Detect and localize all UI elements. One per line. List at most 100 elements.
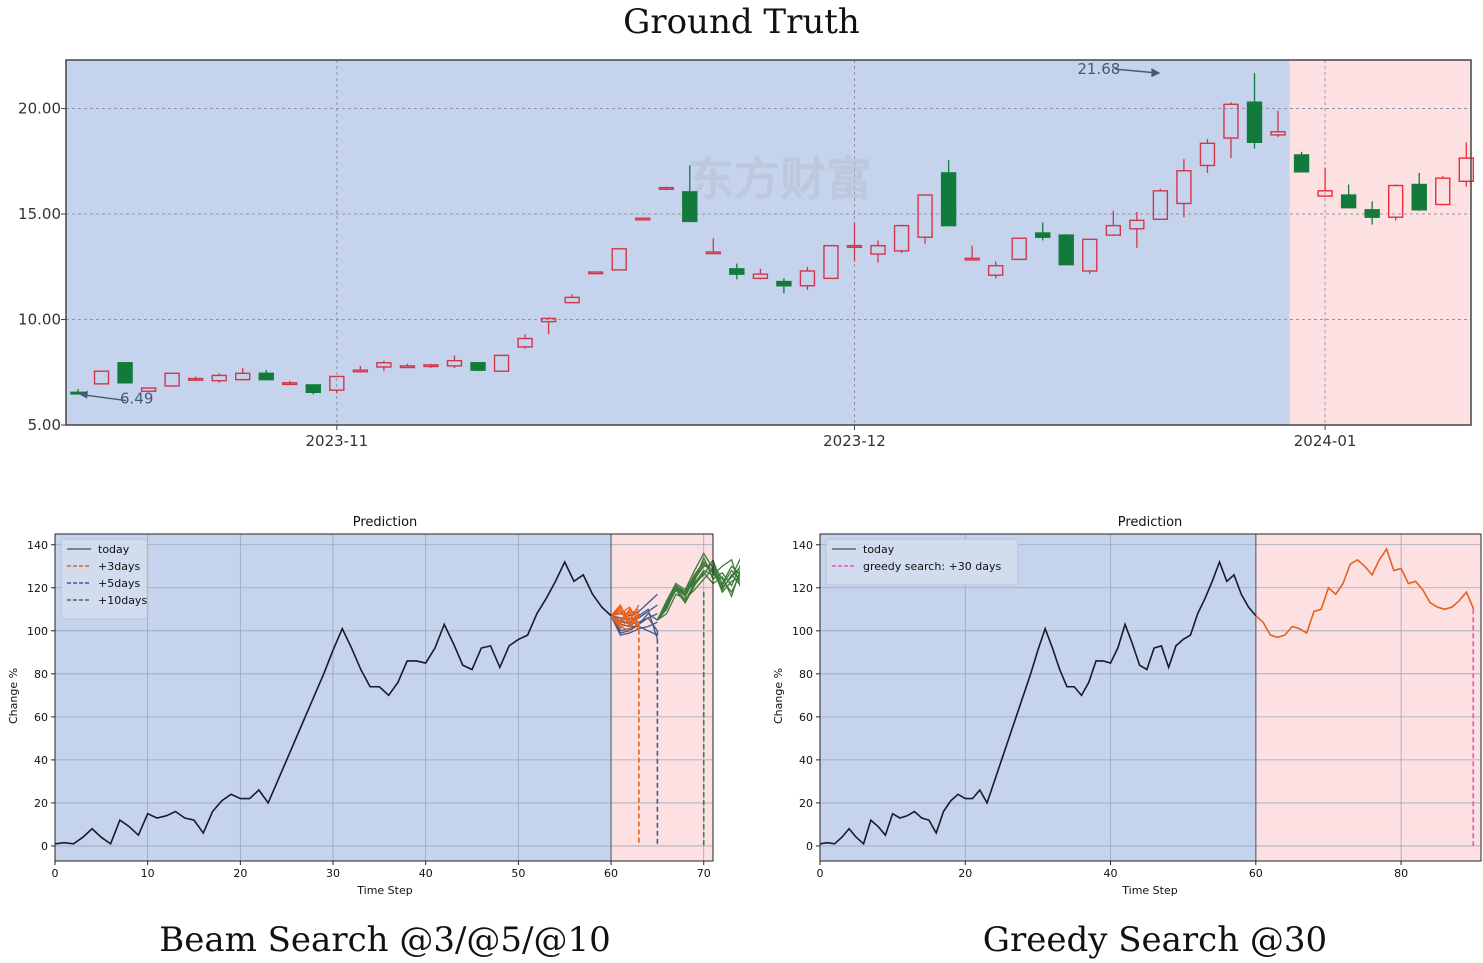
candle-body [446,359,463,367]
candle-body [917,194,933,238]
candle-up [376,360,392,372]
candle-down [470,362,486,372]
candle-body [235,372,251,381]
candle-up [1270,110,1286,138]
bl-ylabel: Change % [7,668,20,724]
future-region [1255,534,1481,861]
xtick-label: 60 [604,867,618,880]
gt-annot-arrowhead [80,390,88,399]
candle-body [658,186,674,190]
gt-xtick-label: 2024-01 [1294,432,1357,450]
candle-up [1387,184,1404,221]
ytick-label: 0 [41,840,48,853]
xtick-label: 20 [958,867,972,880]
candle-up [235,368,251,381]
gt-ytick-label: 15.00 [18,205,61,223]
candle-body [1340,194,1357,209]
candle-body [1246,101,1263,143]
beam3-path [610,606,640,625]
candle-body [987,265,1004,276]
beam3-path [610,603,640,626]
ytick-label: 0 [806,840,813,853]
ytick-label: 120 [27,582,48,595]
candle-down [1411,172,1427,211]
candle-body [1035,232,1051,238]
candle-down [1340,184,1357,209]
candle-up [352,365,369,373]
candle-up [329,375,345,394]
ytick-label: 100 [792,625,813,638]
candle-body [493,354,510,372]
candle-body [1270,131,1286,136]
xtick-label: 80 [1394,867,1408,880]
legend-box [825,538,1019,586]
candle-body [470,362,486,371]
gt-future-region [1289,60,1471,425]
candle-up [987,261,1004,279]
candle-up [799,266,816,290]
candle-up [587,271,604,275]
axes-frame [54,533,714,862]
candle-up [917,194,933,244]
gt-annot-high: 21.68 [1077,60,1120,78]
beam3-path [610,611,640,632]
candle-body [846,244,863,248]
ytick-label: 100 [27,625,48,638]
legend-label-1: greedy search: +30 days [863,560,1001,573]
candle-up [752,268,769,280]
bl-title: Prediction [353,515,418,530]
ytick-label: 60 [34,711,48,724]
candle-up [1435,176,1451,206]
candle-up [1317,167,1333,197]
candle-body [752,273,769,280]
gt-history-region [66,60,1290,425]
watermark: 东方财富 [688,152,872,206]
gt-annot-arrowhead [1151,68,1161,78]
candle-body [399,365,416,369]
beam3-path [610,606,640,627]
ytick-label: 80 [799,668,813,681]
candle-body [1058,234,1074,266]
candle-up [1105,210,1122,237]
gt-annot-arrow [1115,68,1159,74]
candle-down [1293,151,1310,173]
legend-label-0: today [98,543,130,556]
candle-up [517,334,533,350]
candle-down [305,384,321,395]
candle-body [329,375,345,391]
xtick-label: 10 [141,867,155,880]
candle-up [140,387,157,392]
future-region [611,534,713,861]
candle-body [705,251,722,255]
candle-body [776,280,792,287]
candle-body [1223,103,1239,139]
candle-up [658,186,674,190]
beam-search-chart: Prediction 0 20 40 60 80 100 120 140 0 10 20 30 40 50… [7,515,740,897]
candle-up [282,380,298,386]
candle-down [1246,73,1263,149]
candle-down [1364,201,1380,225]
greedy-search-chart: Prediction 0 20 40 60 80 100 120 140 0 20 40 60 80 to… [772,515,1482,897]
candle-body [211,374,227,382]
candle-down [258,370,274,381]
ytick-label: 140 [792,539,813,552]
ytick-label: 40 [34,754,48,767]
candle-up [1223,102,1239,159]
candle-body [423,364,439,368]
candle-body [1317,190,1333,197]
candle-down [682,165,698,223]
candle-body [164,372,180,387]
beam-search-caption: Beam Search @3/@5/@10 [159,920,611,960]
candle-up [446,355,463,369]
history-line [54,560,612,846]
xtick-label: 60 [1249,867,1263,880]
candle-body [1458,157,1474,183]
candle-body [870,244,886,255]
candle-up [1458,142,1474,187]
candle-up [93,370,110,385]
xtick-label: 20 [233,867,247,880]
history-region [820,534,1256,861]
legend-label-0: today [863,543,895,556]
greedy-path [1255,547,1475,639]
candle-body [1199,142,1216,167]
